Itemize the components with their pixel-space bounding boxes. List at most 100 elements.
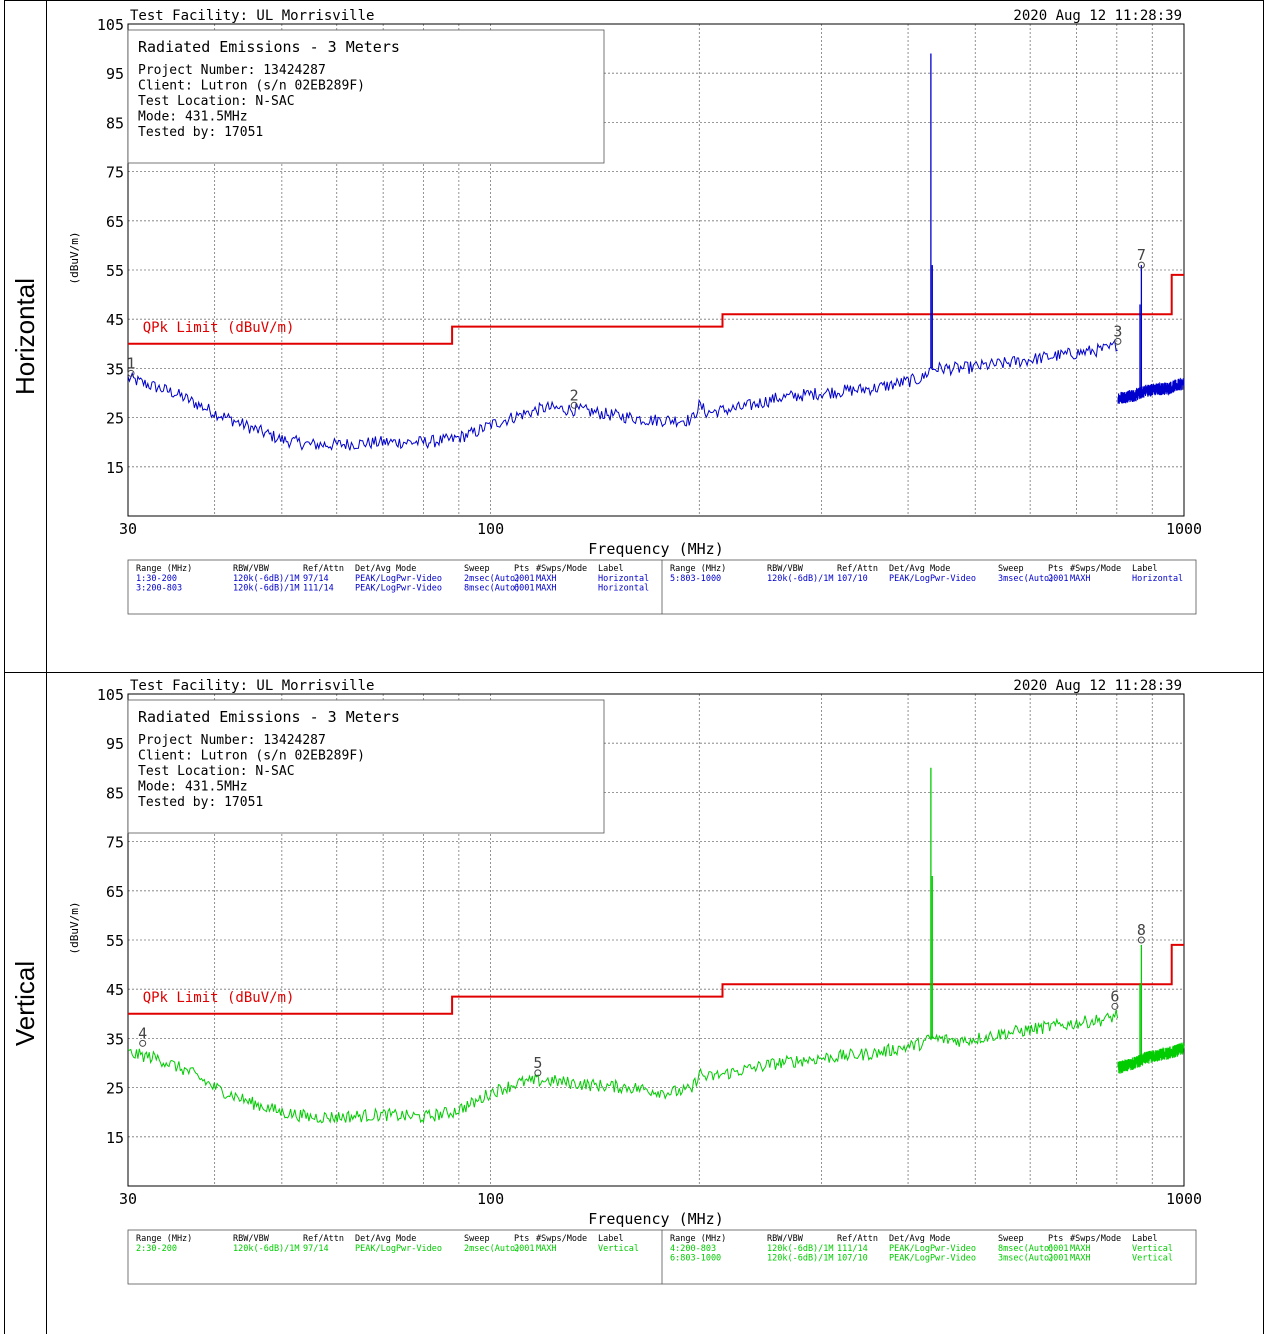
header-facility: Test Facility: UL Morrisville <box>130 8 374 24</box>
emissions-chart-vertical: Test Facility: UL Morrisville 2020 Aug 12… <box>68 678 1202 1285</box>
settings-cell: 2001 <box>514 574 534 584</box>
x-tick-label: 100 <box>477 1190 504 1208</box>
info-line: Project Number: 13424287 <box>138 733 326 748</box>
emissions-chart-horizontal: Test Facility: UL Morrisville 2020 Aug 12… <box>68 8 1202 615</box>
settings-cell: 8msec(Auto) <box>464 584 520 594</box>
x-tick-label: 1000 <box>1166 1190 1202 1208</box>
settings-header: Sweep <box>998 1234 1024 1244</box>
settings-cell: 3msec(Auto) <box>998 574 1054 584</box>
info-box: Radiated Emissions - 3 Meters Project Num… <box>127 699 605 834</box>
settings-header: Range (MHz) <box>670 1234 726 1244</box>
settings-cell: MAXH <box>536 1244 556 1254</box>
trace-segment <box>127 338 1118 451</box>
y-tick-label: 65 <box>106 883 124 901</box>
info-box-border <box>127 29 605 164</box>
settings-cell: MAXH <box>1070 1244 1090 1254</box>
info-line: Mode: 431.5MHz <box>138 110 248 125</box>
marker-point <box>534 1069 542 1077</box>
y-tick-label: 55 <box>106 932 124 950</box>
limit-label: QPk Limit (dBuV/m) <box>143 990 295 1006</box>
settings-cell: 120k(-6dB)/1M <box>233 584 300 594</box>
marker-label: 5 <box>533 1054 542 1072</box>
marker-point <box>1137 261 1145 269</box>
y-tick-label: 95 <box>106 65 124 83</box>
x-tick-label: 100 <box>477 520 504 538</box>
settings-header: Range (MHz) <box>136 564 192 574</box>
settings-cell: 97/14 <box>303 574 329 584</box>
settings-cell: PEAK/LogPwr-Video <box>355 574 442 584</box>
settings-cell: PEAK/LogPwr-Video <box>889 1254 976 1264</box>
marker-label: 2 <box>570 386 579 404</box>
x-tick-label: 1000 <box>1166 520 1202 538</box>
settings-header: Ref/Attn <box>837 564 878 574</box>
info-line: Tested by: 17051 <box>138 795 263 810</box>
settings-header: Label <box>598 564 624 574</box>
table-row-divider <box>4 672 1264 673</box>
settings-header: Det/Avg Mode <box>889 1234 950 1244</box>
settings-cell: 1:30-200 <box>136 574 177 584</box>
y-tick-label: 25 <box>106 1080 124 1098</box>
settings-header: Range (MHz) <box>136 1234 192 1244</box>
settings-header: Sweep <box>998 564 1024 574</box>
settings-cell: 3:200-803 <box>136 584 182 594</box>
limit-line <box>128 943 1184 1015</box>
settings-header: #Swps/Mode <box>1070 1234 1121 1244</box>
settings-cell: 6:803-1000 <box>670 1254 721 1264</box>
settings-cell: 111/14 <box>837 1244 868 1254</box>
table-top-border <box>4 0 1264 1</box>
marker-label: 3 <box>1113 322 1122 340</box>
y-tick-label: 15 <box>106 1129 124 1147</box>
settings-header: Sweep <box>464 564 490 574</box>
settings-header: RBW/VBW <box>233 1234 270 1244</box>
marker-point <box>1111 1002 1119 1010</box>
marker-point <box>139 1039 147 1047</box>
settings-table: Range (MHz) RBW/VBW Ref/Attn Det/Avg Mode Sw… <box>127 559 1197 615</box>
info-line: Mode: 431.5MHz <box>138 780 248 795</box>
settings-cell: 2001 <box>1048 574 1068 584</box>
limit-label: QPk Limit (dBuV/m) <box>143 320 295 336</box>
settings-cell: 120k(-6dB)/1M <box>233 574 300 584</box>
settings-cell: 107/10 <box>837 574 868 584</box>
settings-header: Ref/Attn <box>837 1234 878 1244</box>
trace-segment <box>1117 377 1185 404</box>
info-box-border <box>127 699 605 834</box>
settings-cell: 3msec(Auto) <box>998 1254 1054 1264</box>
settings-header: RBW/VBW <box>767 1234 804 1244</box>
settings-header: Det/Avg Mode <box>355 564 416 574</box>
settings-cell: 2001 <box>514 1244 534 1254</box>
settings-header: Pts <box>514 1234 529 1244</box>
settings-cell: Horizontal <box>598 584 649 594</box>
marker-point <box>1114 337 1122 345</box>
settings-cell: Horizontal <box>598 574 649 584</box>
row-label-vertical: Vertical <box>10 960 41 1047</box>
y-tick-label: 75 <box>106 834 124 852</box>
settings-table: Range (MHz) RBW/VBW Ref/Attn Det/Avg Mode Sw… <box>127 1229 1197 1285</box>
y-tick-label: 95 <box>106 735 124 753</box>
y-tick-label: 65 <box>106 213 124 231</box>
settings-cell: MAXH <box>1070 574 1090 584</box>
info-line: Test Location: N-SAC <box>138 94 295 109</box>
y-tick-label: 25 <box>106 410 124 428</box>
settings-header: Pts <box>1048 1234 1063 1244</box>
info-title: Radiated Emissions - 3 Meters <box>138 38 400 56</box>
settings-header: Label <box>598 1234 624 1244</box>
y-tick-label: 75 <box>106 164 124 182</box>
y-axis-label: (dBuV/m) <box>68 232 81 285</box>
settings-header: Pts <box>514 564 529 574</box>
info-line: Project Number: 13424287 <box>138 63 326 78</box>
marker-label: 8 <box>1137 921 1146 939</box>
settings-cell: Horizontal <box>1132 574 1183 584</box>
settings-cell: MAXH <box>536 584 556 594</box>
info-line: Client: Lutron (s/n 02EB289F) <box>138 749 365 764</box>
x-axis-label: Frequency (MHz) <box>588 1210 723 1228</box>
x-tick-label: 30 <box>119 520 137 538</box>
header-facility: Test Facility: UL Morrisville <box>130 678 374 694</box>
settings-cell: 97/14 <box>303 1244 329 1254</box>
settings-cell: PEAK/LogPwr-Video <box>355 584 442 594</box>
settings-cell: 120k(-6dB)/1M <box>767 1244 834 1254</box>
settings-cell: 120k(-6dB)/1M <box>767 574 834 584</box>
row-label-horizontal: Horizontal <box>10 277 41 395</box>
settings-cell: 2msec(Auto) <box>464 1244 520 1254</box>
settings-cell: 8msec(Auto) <box>998 1244 1054 1254</box>
settings-cell: PEAK/LogPwr-Video <box>355 1244 442 1254</box>
